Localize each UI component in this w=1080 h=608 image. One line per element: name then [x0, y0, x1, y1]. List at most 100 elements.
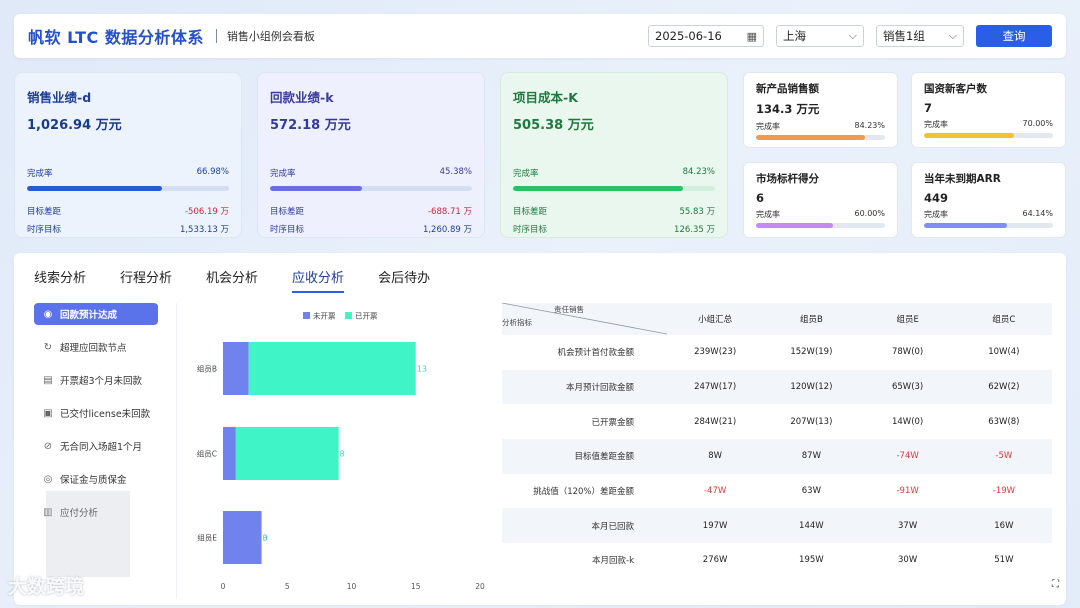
table-row: 机会预计首付款金额 239W(23) 152W(19) 78W(0) 10W(4): [502, 335, 1052, 370]
y-category-label: 组员E: [197, 533, 217, 543]
bar-segment[interactable]: [223, 342, 249, 395]
side-item-label: 开票超3个月未回款: [60, 376, 143, 387]
side-menu: ◉ 回款预计达成 ↻ 超理应回款节点 ▤ 开票超3个月未回款 ▣ 已交付license未…: [34, 303, 158, 534]
tab-trip-analysis[interactable]: 行程分析: [120, 271, 173, 286]
table-row: 本月已回款 197W 144W 37W 16W: [502, 508, 1052, 544]
chart-svg: 未开票已开票05101520组员B213组员C18组员E30: [197, 311, 485, 592]
legend-label[interactable]: 未开票: [313, 311, 336, 321]
progress-fill: [270, 186, 362, 191]
progress-bar: [270, 186, 472, 191]
table-cell: -47W: [703, 486, 727, 497]
side-item-collection-forecast[interactable]: ◉ 回款预计达成: [34, 303, 158, 325]
progress-fill: [27, 186, 163, 191]
table-cell: 30W: [898, 555, 918, 566]
bar-segment[interactable]: [223, 427, 236, 480]
table-cell: 284W(21): [694, 416, 737, 427]
rate-label: 完成率: [756, 122, 780, 131]
legend-swatch[interactable]: [345, 312, 352, 319]
side-item-label: 超理应回款节点: [60, 343, 127, 354]
table-cell: 87W: [801, 451, 821, 462]
seq-label: 时序目标: [513, 225, 548, 235]
mini-card-arr: 当年未到期ARR 449 完成率 64.14%: [911, 162, 1066, 238]
table-cell: -5W: [995, 451, 1013, 462]
tab-receivable-analysis[interactable]: 应收分析: [292, 267, 345, 293]
filter-controls: 2025-06-16 ▦ 上海 ⌵ 销售1组 ⌵ 查询: [648, 25, 1052, 47]
tab-post-meeting-todo[interactable]: 会后待办: [378, 271, 431, 286]
table-cell: 63W: [801, 486, 821, 497]
column-header[interactable]: 组员C: [992, 315, 1016, 325]
table-cell: 65W(3): [891, 382, 924, 393]
tab-opportunity-analysis[interactable]: 机会分析: [206, 271, 259, 286]
mini-card-benchmark: 市场标杆得分 6 完成率 60.00%: [743, 162, 898, 238]
table-cell: 63W(8): [988, 416, 1020, 427]
rate-value: 64.14%: [1022, 209, 1053, 218]
side-item-overdue-nodes[interactable]: ↻ 超理应回款节点: [34, 336, 158, 358]
progress-fill: [756, 135, 865, 140]
rate-label: 完成率: [924, 210, 948, 219]
side-item-invoice-unpaid[interactable]: ▤ 开票超3个月未回款: [34, 369, 158, 391]
header-divider: [215, 29, 217, 43]
table-row: 本月预计回款金额 247W(17) 120W(12) 65W(3) 62W(2): [502, 369, 1052, 405]
city-value: 上海: [783, 29, 806, 43]
page-subtitle: 销售小组例会看板: [226, 30, 315, 43]
progress-fill: [513, 186, 684, 191]
row-label: 目标值差距金额: [574, 452, 634, 463]
receivable-bar-chart: 未开票已开票05101520组员B213组员C18组员E30: [176, 303, 496, 599]
table-cell: 276W: [702, 555, 728, 566]
group-select[interactable]: 销售1组 ⌵: [876, 25, 964, 47]
dropdown-ghost-overlay: [46, 491, 130, 577]
table-header: 责任销售 分析指标 小组汇总 组员B 组员E 组员C: [502, 303, 1052, 335]
top-header: 帆软 LTC 数据分析体系 销售小组例会看板 2025-06-16 ▦ 上海 ⌵…: [14, 14, 1066, 58]
side-item-label: 无合同入场超1个月: [60, 442, 143, 453]
side-item-label: 回款预计达成: [60, 310, 118, 321]
kpi-card-collection: 回款业绩-k 572.18 万元 完成率 45.38% 目标差距 -688.71 万…: [257, 72, 485, 238]
header-diagonal: [502, 303, 667, 335]
date-picker[interactable]: 2025-06-16 ▦: [648, 25, 764, 47]
table-cell: 144W: [799, 520, 824, 531]
progress-fill: [924, 223, 1007, 228]
kpi-title: 销售业绩-d: [27, 90, 92, 105]
bar-segment[interactable]: [223, 511, 262, 564]
side-item-no-contract[interactable]: ⊘ 无合同入场超1个月: [34, 435, 158, 457]
rate-value: 66.98%: [196, 167, 229, 177]
kpi-value: 572.18 万元: [270, 118, 351, 133]
bar-segment[interactable]: [235, 427, 339, 480]
table-cell: 51W: [994, 555, 1014, 566]
side-item-license-unpaid[interactable]: ▣ 已交付license未回款: [34, 402, 158, 424]
rate-label: 完成率: [27, 169, 53, 179]
bar-data-label: 3: [263, 534, 268, 543]
brand-title: 帆软 LTC 数据分析体系: [28, 28, 204, 47]
legend-label[interactable]: 已开票: [355, 312, 378, 321]
column-header[interactable]: 小组汇总: [698, 315, 733, 325]
progress-bar: [513, 186, 715, 191]
table-cell: -91W: [896, 486, 919, 497]
row-label: 本月已回款: [591, 521, 634, 532]
date-value: 2025-06-16: [655, 29, 722, 43]
chevron-down-icon: ⌵: [948, 29, 957, 42]
side-item-deposit[interactable]: ◎ 保证金与质保金: [34, 468, 158, 490]
gap-label: 目标差距: [27, 207, 62, 217]
city-select[interactable]: 上海 ⌵: [776, 25, 864, 47]
progress-bar: [924, 223, 1053, 228]
rate-label: 完成率: [270, 169, 296, 179]
side-item-label: 保证金与质保金: [60, 475, 127, 486]
rate-label: 完成率: [924, 120, 948, 129]
side-item-payable[interactable]: ▥ 应付分析: [34, 501, 158, 523]
calendar-icon[interactable]: ▦: [746, 29, 757, 43]
rate-value: 60.00%: [854, 209, 885, 218]
bar-segment[interactable]: [248, 342, 416, 395]
fullscreen-icon[interactable]: ⛶: [1052, 579, 1059, 590]
table-cell: 197W: [702, 520, 728, 531]
mini-title: 新产品销售额: [756, 83, 819, 95]
side-item-label: 应付分析: [60, 508, 99, 519]
rate-value: 84.23%: [682, 167, 715, 177]
legend-swatch[interactable]: [303, 312, 310, 319]
gap-label: 目标差距: [513, 207, 548, 217]
progress-fill: [756, 223, 834, 228]
refresh-icon: ↻: [43, 341, 53, 353]
query-button[interactable]: 查询: [976, 25, 1052, 47]
column-header[interactable]: 组员E: [896, 315, 919, 325]
tab-lead-analysis[interactable]: 线索分析: [34, 271, 87, 286]
x-tick-label: 15: [411, 582, 421, 591]
column-header[interactable]: 组员B: [799, 315, 823, 325]
